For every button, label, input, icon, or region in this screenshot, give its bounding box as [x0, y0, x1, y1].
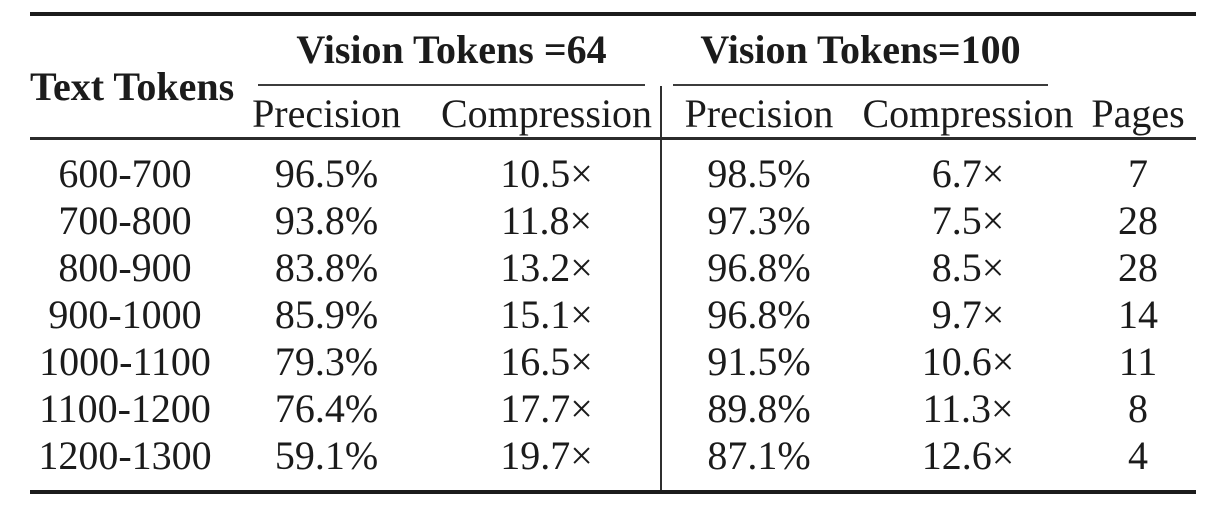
- col-header-pages: Pages: [1080, 86, 1196, 140]
- cell-precision-64: 96.5%: [274, 151, 379, 196]
- cell-precision-100: 87.1%: [660, 432, 856, 494]
- table-row: 1000-1100 79.3% 16.5× 91.5% 10.6× 11: [30, 338, 1196, 385]
- table-row: 900-1000 85.9% 15.1× 96.8% 9.7× 14: [30, 291, 1196, 338]
- col-header-compression-64: Compression: [433, 86, 661, 140]
- table-row: 800-900 83.8% 13.2× 96.8% 8.5× 28: [30, 244, 1196, 291]
- cell-text-tokens: 900-1000: [48, 292, 202, 337]
- cell-pages: 11: [1118, 339, 1158, 384]
- results-table: Text Tokens Vision Tokens =64 Vision Tok…: [30, 12, 1196, 494]
- table-row: 700-800 93.8% 11.8× 97.3% 7.5× 28: [30, 197, 1196, 244]
- cell-precision-64: 83.8%: [274, 245, 379, 290]
- cell-compression-100: 12.6×: [856, 432, 1080, 494]
- table-row: 600-700 96.5% 10.5× 98.5% 6.7× 7: [30, 138, 1196, 197]
- cell-compression-100: 8.5×: [931, 245, 1005, 290]
- cell-compression-64: 15.1×: [500, 292, 593, 337]
- cell-precision-100: 96.8%: [660, 291, 856, 338]
- cell-text-tokens: 800-900: [58, 245, 192, 290]
- cell-text-tokens: 700-800: [58, 198, 192, 243]
- group-label-vision-tokens-100: Vision Tokens=100: [673, 28, 1048, 86]
- cell-precision-100: 96.8%: [660, 244, 856, 291]
- group-header-vision-tokens-100: Vision Tokens=100: [661, 12, 1080, 86]
- cell-pages: 14: [1118, 292, 1158, 337]
- cell-compression-64: 16.5×: [500, 339, 593, 384]
- cell-precision-100: 98.5%: [660, 138, 856, 197]
- cell-precision-64: 93.8%: [274, 198, 379, 243]
- col-header-text-tokens: Text Tokens: [30, 12, 234, 140]
- cell-precision-64: 76.4%: [274, 386, 379, 431]
- cell-pages: 28: [1118, 245, 1158, 290]
- cell-compression-100: 11.3×: [922, 386, 1014, 431]
- cell-text-tokens: 1000-1100: [39, 339, 211, 384]
- cell-text-tokens: 600-700: [58, 151, 192, 196]
- table-row: 1200-1300 59.1% 19.7× 87.1% 12.6× 4: [30, 432, 1196, 494]
- sub-header-row: Precision Compression Precision Compress…: [30, 86, 1196, 140]
- cell-precision-64: 85.9%: [274, 292, 379, 337]
- cell-precision-64: 79.3%: [274, 339, 379, 384]
- cell-compression-100: 6.7×: [931, 151, 1005, 196]
- cell-precision-100: 97.3%: [660, 197, 856, 244]
- table-row: 1100-1200 76.4% 17.7× 89.8% 11.3× 8: [30, 385, 1196, 432]
- pages-header-spacer: [1080, 12, 1196, 86]
- cell-compression-64: 11.8×: [500, 198, 593, 243]
- cell-precision-100: 91.5%: [660, 338, 856, 385]
- group-header-row: Text Tokens Vision Tokens =64 Vision Tok…: [30, 12, 1196, 140]
- cell-compression-64: 10.5×: [500, 151, 593, 196]
- cell-compression-100: 10.6×: [921, 339, 1015, 384]
- cell-pages: 8: [1128, 386, 1148, 431]
- cell-precision-100: 89.8%: [660, 385, 856, 432]
- cell-text-tokens: 1200-1300: [30, 432, 220, 494]
- col-header-precision-100: Precision: [660, 86, 856, 140]
- cell-compression-100: 7.5×: [931, 198, 1005, 243]
- cell-pages: 28: [1118, 198, 1158, 243]
- cell-compression-100: 9.7×: [931, 292, 1005, 337]
- cell-precision-64: 59.1%: [220, 432, 433, 494]
- cell-pages: 4: [1080, 432, 1196, 494]
- group-label-vision-tokens-64: Vision Tokens =64: [258, 28, 645, 86]
- cell-compression-64: 19.7×: [433, 432, 661, 494]
- col-header-compression-100: Compression: [856, 86, 1080, 140]
- cell-compression-64: 13.2×: [500, 245, 593, 290]
- cell-compression-64: 17.7×: [500, 386, 593, 431]
- cell-pages: 7: [1128, 151, 1148, 196]
- group-header-vision-tokens-64: Vision Tokens =64: [220, 12, 661, 86]
- cell-text-tokens: 1100-1200: [39, 386, 211, 431]
- col-header-precision-64: Precision: [220, 86, 433, 140]
